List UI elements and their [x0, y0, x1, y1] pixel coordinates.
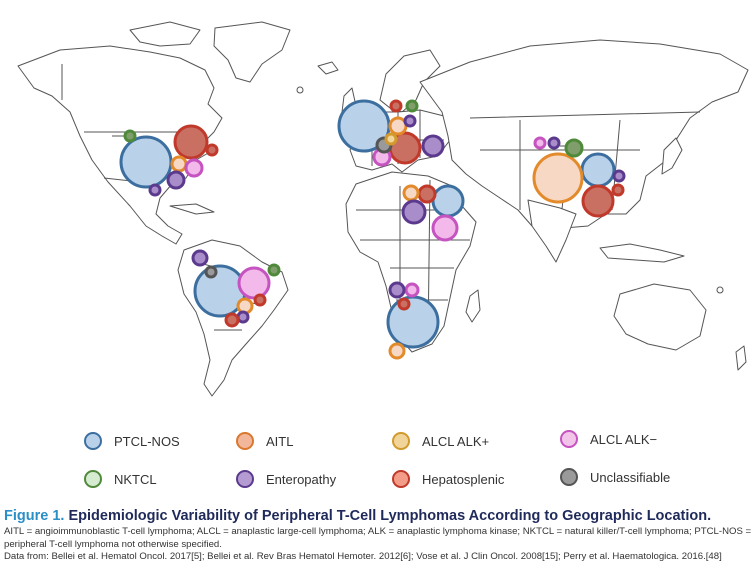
legend-swatch-hepatosplenic [392, 470, 410, 488]
figure-caption: Figure 1. Epidemiologic Variability of P… [4, 508, 752, 564]
marker-hepatosplenic-middle-east [417, 184, 437, 204]
marker-enteropathy-scandinavia [403, 114, 417, 128]
figure-title-text: Epidemiologic Variability of Peripheral … [68, 508, 712, 524]
legend-item-hepatosplenic: Hepatosplenic [392, 470, 504, 488]
map-land-north-america [17, 45, 223, 245]
map-land-islet [716, 286, 724, 294]
legend-item-enteropathy: Enteropathy [236, 470, 336, 488]
map-land-islet [296, 86, 304, 94]
marker-hepatosplenic-south-america-3 [224, 312, 240, 328]
marker-alcl-alk-neg-north-america [184, 158, 204, 178]
legend-label-nktcl: NKTCL [114, 471, 157, 487]
legend-item-ptcl-nos: PTCL-NOS [84, 432, 180, 450]
marker-enteropathy-east-asia [612, 169, 626, 183]
marker-hepatosplenic-southern-africa [397, 297, 411, 311]
map-land-arctic-islands [129, 21, 201, 47]
marker-enteropathy-south-america [191, 249, 209, 267]
marker-nktcl-south-america [267, 263, 281, 277]
marker-alcl-alk-neg-asia [533, 136, 547, 150]
map-land-se-asia [599, 243, 685, 263]
legend-item-unclassifiable: Unclassifiable [560, 468, 670, 486]
marker-hepatosplenic-east-asia [581, 184, 615, 218]
world-map [17, 21, 749, 397]
map-land-caribbean [169, 203, 215, 215]
marker-hepatosplenic-south-america [253, 293, 267, 307]
marker-ptcl-nos-north-america [119, 135, 173, 189]
marker-enteropathy-africa [401, 199, 427, 225]
marker-ptcl-nos-east-asia [580, 152, 616, 188]
map-land-madagascar [465, 289, 481, 323]
legend-label-unclassifiable: Unclassifiable [590, 469, 671, 485]
marker-enteropathy-south-america-2 [236, 310, 250, 324]
marker-unclassifiable-south-america [204, 265, 218, 279]
map-land-iceland [317, 61, 339, 75]
legend-label-alcl-alk-neg: ALCL ALK− [590, 431, 658, 447]
legend-item-nktcl: NKTCL [84, 470, 157, 488]
marker-enteropathy-north-america [166, 170, 186, 190]
marker-nktcl-europe [405, 99, 419, 113]
marker-aitl-east-asia [532, 152, 584, 204]
legend-item-alcl-alk-neg: ALCL ALK− [560, 430, 657, 448]
figure-title: Figure 1. Epidemiologic Variability of P… [4, 508, 752, 524]
marker-alcl-alk-neg-south-america [237, 266, 271, 300]
legend-item-aitl: AITL [236, 432, 293, 450]
legend-label-ptcl-nos: PTCL-NOS [114, 433, 180, 449]
marker-nktcl-canada [123, 129, 137, 143]
map-land-greenland [213, 21, 291, 83]
marker-ptcl-nos-middle-east [431, 184, 465, 218]
map-land-australia [613, 283, 707, 351]
map-border-asia [469, 111, 701, 227]
legend-swatch-alcl-alk-pos [392, 432, 410, 450]
world-map-svg [17, 21, 749, 397]
map-land-new-zealand [735, 345, 747, 371]
marker-nktcl-east-asia [564, 138, 584, 158]
legend-item-alcl-alk-pos: ALCL ALK+ [392, 432, 489, 450]
legend-label-aitl: AITL [266, 433, 294, 449]
marker-enteropathy-asia [547, 136, 561, 150]
marker-alcl-alk-pos-europe [384, 132, 398, 146]
marker-alcl-alk-neg-southern-africa [404, 282, 420, 298]
legend-label-enteropathy: Enteropathy [266, 471, 337, 487]
map-land-asia [419, 39, 749, 229]
figure-label: Figure 1. [4, 508, 65, 524]
legend-swatch-ptcl-nos [84, 432, 102, 450]
marker-enteropathy-southern-africa [388, 281, 406, 299]
marker-ptcl-nos-southern-africa [386, 295, 440, 349]
marker-hepatosplenic-scandinavia [389, 99, 403, 113]
marker-aitl-middle-east [402, 184, 420, 202]
map-land-japan [661, 137, 683, 175]
legend-swatch-aitl [236, 432, 254, 450]
legend-swatch-nktcl [84, 470, 102, 488]
legend-swatch-enteropathy [236, 470, 254, 488]
map-land-india [527, 199, 577, 263]
marker-enteropathy-mexico [148, 183, 162, 197]
legend: PTCL-NOS AITL ALCL ALK+ ALCL ALK− NKTCL … [0, 418, 756, 498]
legend-label-hepatosplenic: Hepatosplenic [422, 471, 505, 487]
marker-alcl-alk-neg-africa [431, 214, 459, 242]
figure-abbreviations: AITL = angioimmunoblastic T-cell lymphom… [4, 526, 752, 550]
legend-label-alcl-alk-pos: ALCL ALK+ [422, 433, 490, 449]
figure-source: Data from: Bellei et al. Hematol Oncol. … [4, 551, 722, 563]
marker-hepatosplenic-north-america [173, 124, 209, 160]
marker-enteropathy-europe [421, 134, 445, 158]
marker-aitl-south-africa [388, 342, 406, 360]
legend-swatch-unclassifiable [560, 468, 578, 486]
marker-hepatosplenic-north-america-2 [205, 143, 219, 157]
legend-swatch-alcl-alk-neg [560, 430, 578, 448]
marker-aitl-north-america [170, 155, 188, 173]
marker-hepatosplenic-east-asia-2 [611, 183, 625, 197]
